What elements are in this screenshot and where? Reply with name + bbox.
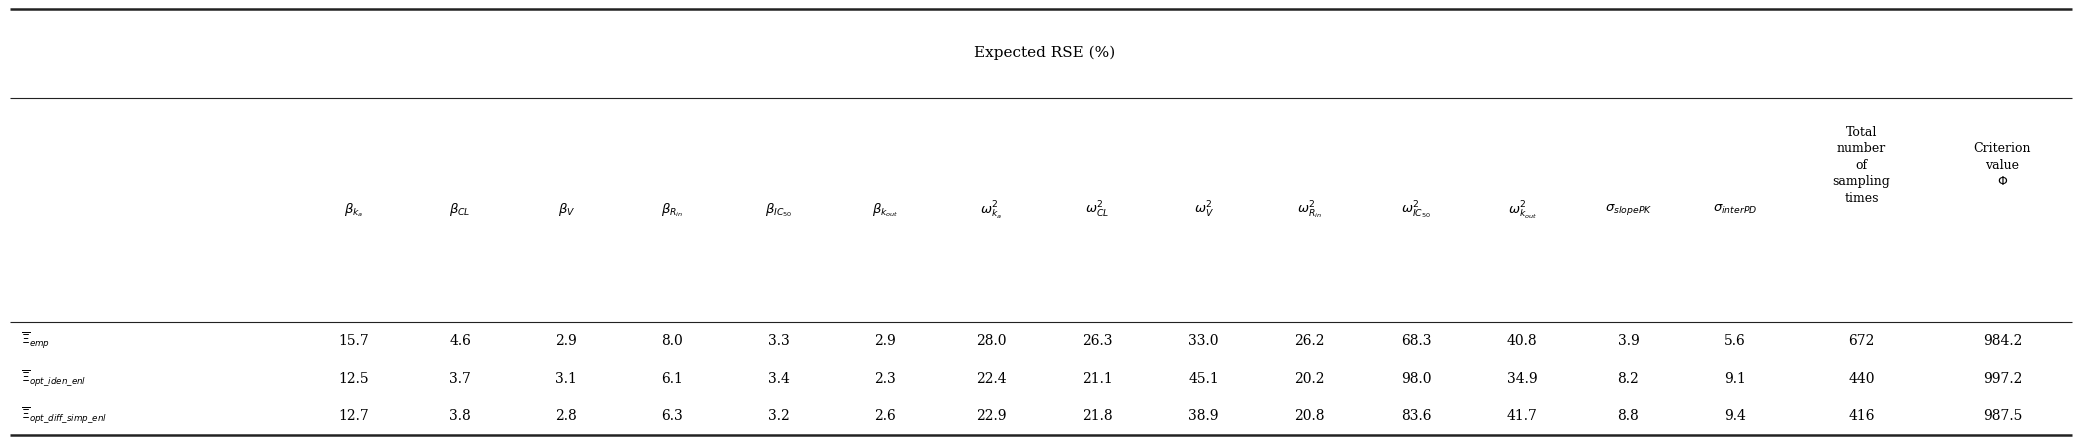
Text: 4.6: 4.6 xyxy=(450,334,471,348)
Text: Expected RSE (%): Expected RSE (%) xyxy=(973,46,1116,60)
Text: 2.8: 2.8 xyxy=(556,409,577,423)
Text: 28.0: 28.0 xyxy=(977,334,1006,348)
Text: 12.7: 12.7 xyxy=(338,409,369,423)
Text: $\omega^2_{k_a}$: $\omega^2_{k_a}$ xyxy=(981,199,1002,221)
Text: 997.2: 997.2 xyxy=(1983,372,2022,385)
Text: 45.1: 45.1 xyxy=(1188,372,1220,385)
Text: $\overline{\Xi}_{opt\_diff\_simp\_enl}$: $\overline{\Xi}_{opt\_diff\_simp\_enl}$ xyxy=(21,406,106,426)
Text: $\beta_V$: $\beta_V$ xyxy=(558,201,574,218)
Text: 21.8: 21.8 xyxy=(1083,409,1112,423)
Text: 26.2: 26.2 xyxy=(1294,334,1325,348)
Text: 33.0: 33.0 xyxy=(1188,334,1220,348)
Text: $\sigma_{slopePK}$: $\sigma_{slopePK}$ xyxy=(1605,202,1653,217)
Text: 672: 672 xyxy=(1848,334,1875,348)
Text: 3.4: 3.4 xyxy=(767,372,790,385)
Text: $\omega^2_V$: $\omega^2_V$ xyxy=(1195,200,1213,220)
Text: 8.0: 8.0 xyxy=(662,334,682,348)
Text: 21.1: 21.1 xyxy=(1083,372,1114,385)
Text: 2.9: 2.9 xyxy=(556,334,577,348)
Text: 26.3: 26.3 xyxy=(1083,334,1112,348)
Text: 83.6: 83.6 xyxy=(1400,409,1431,423)
Text: 3.7: 3.7 xyxy=(450,372,471,385)
Text: 40.8: 40.8 xyxy=(1508,334,1537,348)
Text: 2.3: 2.3 xyxy=(873,372,896,385)
Text: Criterion
value
$\Phi$: Criterion value $\Phi$ xyxy=(1974,143,2030,188)
Text: Total
number
of
sampling
times: Total number of sampling times xyxy=(1833,126,1889,205)
Text: 41.7: 41.7 xyxy=(1508,409,1537,423)
Text: 6.1: 6.1 xyxy=(662,372,684,385)
Text: $\omega^2_{CL}$: $\omega^2_{CL}$ xyxy=(1085,200,1110,220)
Text: $\omega^2_{R_{in}}$: $\omega^2_{R_{in}}$ xyxy=(1298,199,1323,221)
Text: 8.2: 8.2 xyxy=(1618,372,1638,385)
Text: $\sigma_{interPD}$: $\sigma_{interPD}$ xyxy=(1713,203,1757,216)
Text: $\omega^2_{IC_{50}}$: $\omega^2_{IC_{50}}$ xyxy=(1402,199,1431,221)
Text: $\overline{\Xi}_{opt\_iden\_enl}$: $\overline{\Xi}_{opt\_iden\_enl}$ xyxy=(21,369,87,388)
Text: 6.3: 6.3 xyxy=(662,409,682,423)
Text: 9.4: 9.4 xyxy=(1723,409,1746,423)
Text: 98.0: 98.0 xyxy=(1400,372,1431,385)
Text: 12.5: 12.5 xyxy=(338,372,369,385)
Text: 3.2: 3.2 xyxy=(767,409,790,423)
Text: $\beta_{CL}$: $\beta_{CL}$ xyxy=(450,201,471,218)
Text: 984.2: 984.2 xyxy=(1983,334,2022,348)
Text: 3.8: 3.8 xyxy=(450,409,471,423)
Text: 3.1: 3.1 xyxy=(556,372,577,385)
Text: 68.3: 68.3 xyxy=(1400,334,1431,348)
Text: $\beta_{R_{in}}$: $\beta_{R_{in}}$ xyxy=(662,201,684,218)
Text: $\overline{\Xi}_{emp}$: $\overline{\Xi}_{emp}$ xyxy=(21,331,50,351)
Text: 20.8: 20.8 xyxy=(1294,409,1325,423)
Text: 987.5: 987.5 xyxy=(1983,409,2022,423)
Text: 5.6: 5.6 xyxy=(1723,334,1746,348)
Text: 38.9: 38.9 xyxy=(1188,409,1220,423)
Text: 15.7: 15.7 xyxy=(338,334,369,348)
Text: 2.9: 2.9 xyxy=(873,334,896,348)
Text: $\omega^2_{k_{out}}$: $\omega^2_{k_{out}}$ xyxy=(1508,199,1537,221)
Text: $\beta_{k_{out}}$: $\beta_{k_{out}}$ xyxy=(871,201,898,218)
Text: 8.8: 8.8 xyxy=(1618,409,1638,423)
Text: 3.3: 3.3 xyxy=(767,334,790,348)
Text: $\beta_{IC_{50}}$: $\beta_{IC_{50}}$ xyxy=(765,201,792,218)
Text: 9.1: 9.1 xyxy=(1723,372,1746,385)
Text: 34.9: 34.9 xyxy=(1508,372,1537,385)
Text: 22.9: 22.9 xyxy=(977,409,1006,423)
Text: 440: 440 xyxy=(1848,372,1875,385)
Text: 2.6: 2.6 xyxy=(873,409,896,423)
Text: 3.9: 3.9 xyxy=(1618,334,1638,348)
Text: 416: 416 xyxy=(1848,409,1875,423)
Text: $\beta_{k_a}$: $\beta_{k_a}$ xyxy=(344,201,363,218)
Text: 20.2: 20.2 xyxy=(1294,372,1325,385)
Text: 22.4: 22.4 xyxy=(977,372,1006,385)
